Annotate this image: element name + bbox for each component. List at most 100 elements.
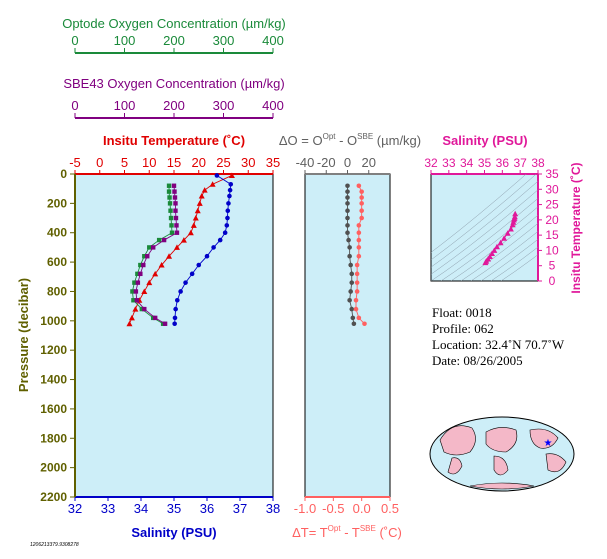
main-data-series: [126, 172, 235, 327]
data-point-delta_t: [356, 237, 362, 243]
data-point-ts: [510, 216, 517, 223]
data-point-optode: [168, 215, 174, 221]
tick-label: 38: [266, 501, 280, 516]
data-point-delta_t: [356, 253, 362, 259]
tick-label: 1600: [40, 402, 67, 416]
data-point-salinity: [225, 208, 231, 214]
data-point-delta_o: [345, 223, 350, 228]
data-point-temperature: [128, 314, 135, 321]
date: Date: 08/26/2005: [432, 353, 523, 368]
tick-label: 20: [192, 155, 206, 170]
data-point-salinity: [196, 262, 202, 268]
data-point-temperature: [196, 200, 203, 206]
optode-axis-label: Optode Oxygen Concentration (µm/kg): [62, 16, 286, 31]
ts-salinity-tick-labels: 32 33 34 35 36 37 38: [424, 156, 545, 174]
tick-label: 200: [163, 98, 185, 113]
data-point-temperature: [192, 215, 199, 221]
tick-label: 1000: [40, 314, 67, 328]
data-point-delta_o: [345, 230, 350, 236]
data-point-sbe43: [135, 280, 141, 285]
profile-number: Profile: 062: [432, 321, 494, 336]
tick-label: 800: [47, 284, 67, 298]
data-point-temperature: [190, 222, 197, 228]
data-point-delta_o: [345, 183, 350, 189]
data-point-sbe43: [142, 306, 147, 312]
data-point-optode: [131, 298, 136, 303]
ts-data-series: [482, 210, 519, 266]
data-point-salinity: [214, 173, 220, 178]
data-point-delta_o: [347, 245, 352, 250]
data-point-sbe43: [173, 215, 179, 221]
data-point-sbe43: [173, 201, 178, 206]
data-point-delta_o: [349, 306, 355, 312]
data-point-delta_o: [345, 201, 350, 206]
tick-label: 34: [460, 156, 474, 170]
float-location-marker: ★: [544, 438, 553, 449]
data-point-salinity: [211, 245, 216, 250]
tick-label: 30: [241, 155, 255, 170]
data-point-delta_o: [348, 262, 353, 268]
tick-label: 32: [68, 501, 82, 516]
tick-label: 2200: [40, 490, 67, 504]
data-point-optode: [139, 306, 145, 312]
tick-label: 25: [545, 198, 559, 212]
data-point-delta_t: [356, 223, 362, 228]
data-point-sbe43: [172, 189, 177, 194]
tick-label: 34: [134, 501, 148, 516]
tick-label: 400: [262, 98, 284, 113]
data-point-salinity: [183, 280, 188, 285]
tick-label: 33: [442, 156, 456, 170]
data-point-delta_t: [359, 208, 364, 214]
data-point-delta_o: [345, 189, 350, 194]
data-point-sbe43: [152, 315, 158, 321]
tick-label: 600: [47, 255, 67, 269]
data-point-sbe43: [161, 237, 167, 243]
tick-label: 32: [424, 156, 438, 170]
data-point-sbe43: [173, 208, 178, 213]
data-point-temperature: [126, 320, 133, 327]
data-point-ts: [501, 235, 508, 241]
tick-label: 37: [513, 156, 527, 170]
salinity-axis-label: Salinity (PSU): [131, 525, 216, 540]
tick-label: -0.5: [322, 501, 344, 516]
tick-label: 2000: [40, 461, 67, 475]
tick-label: 37: [233, 501, 247, 516]
data-point-optode: [166, 189, 172, 194]
density-contour: [480, 238, 538, 281]
data-point-temperature: [166, 253, 173, 259]
optode-tick-labels: 0 100 200 300 400: [71, 33, 284, 53]
tick-label: 33: [101, 501, 115, 516]
tick-label: 10: [545, 243, 559, 257]
tick-label: 35: [545, 167, 559, 181]
tick-label: 400: [262, 33, 284, 48]
data-point-salinity: [227, 187, 233, 193]
data-point-optode: [135, 271, 140, 277]
tick-label: 36: [496, 156, 510, 170]
tick-label: 1400: [40, 373, 67, 387]
sbe43-axis-label: SBE43 Oxygen Concentration (µm/kg): [63, 76, 284, 91]
data-point-delta_t: [354, 289, 360, 294]
tick-label: 0: [71, 33, 78, 48]
data-point-optode: [167, 195, 172, 200]
density-contour: [470, 231, 538, 281]
data-point-delta_o: [347, 253, 352, 259]
tick-label: -5: [69, 155, 81, 170]
tick-label: 15: [167, 155, 181, 170]
tick-label: 0: [549, 274, 556, 288]
delta-t-axis-label: ΔT= TOpt - TSBE (˚C): [292, 524, 402, 540]
delta-t-tick-labels: -1.0 -0.5 0.0 0.5: [294, 497, 399, 516]
tick-label: 36: [200, 501, 214, 516]
world-map: ★: [429, 416, 575, 492]
salinity-tick-labels: 32 33 34 35 36 37 38: [68, 497, 280, 516]
tick-label: 400: [47, 226, 67, 240]
data-point-temperature: [141, 288, 148, 294]
data-point-sbe43: [151, 245, 156, 250]
data-point-salinity: [172, 321, 177, 327]
data-point-delta_o: [349, 271, 355, 277]
tick-label: 300: [213, 98, 235, 113]
data-point-delta_t: [354, 280, 360, 285]
data-point-sbe43: [138, 271, 143, 277]
density-contour: [500, 254, 538, 281]
data-point-delta_t: [362, 321, 367, 327]
